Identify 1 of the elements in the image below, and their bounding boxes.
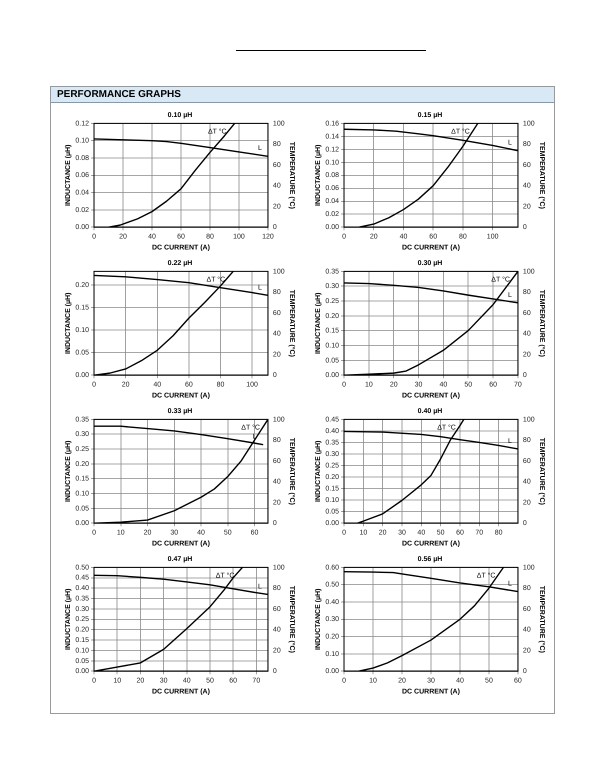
text: PERFORMANCE GRAPHS xyxy=(51,87,554,103)
